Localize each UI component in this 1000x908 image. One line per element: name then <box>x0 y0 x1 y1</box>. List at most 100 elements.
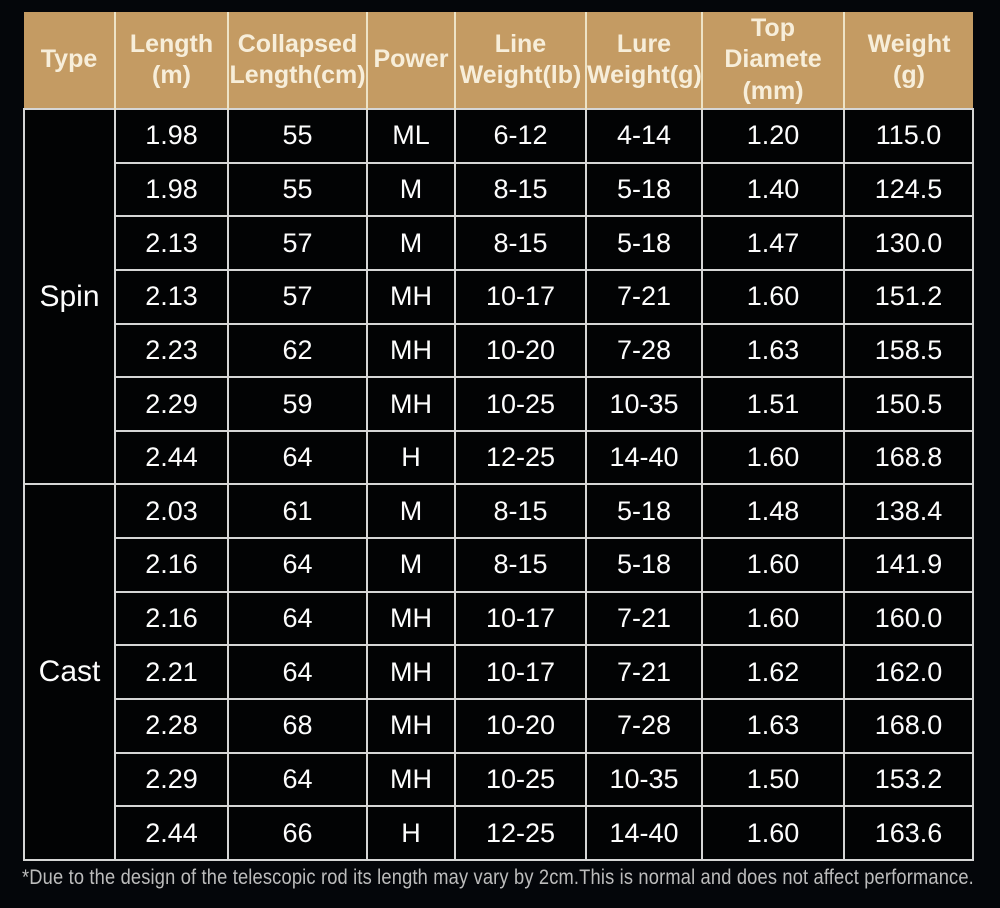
table-row: 2.23 62 MH 10-20 7-28 1.63 158.5 <box>24 322 974 379</box>
cell-weight: 168.0 <box>843 698 974 754</box>
table-row: 2.29 59 MH 10-25 10-35 1.51 150.5 <box>24 376 974 432</box>
cell-weight: 153.2 <box>843 751 974 808</box>
table-row: 2.21 64 MH 10-17 7-21 1.62 162.0 <box>24 644 974 701</box>
cell-lure-weight: 5-18 <box>585 483 703 540</box>
cell-weight: 168.8 <box>843 429 974 486</box>
cell-lure-weight: 7-21 <box>585 268 703 325</box>
col-header-weight: Weight (g) <box>844 12 973 109</box>
cell-top-diameter: 1.60 <box>701 268 845 325</box>
cell-collapsed: 57 <box>227 215 368 271</box>
cell-top-diameter: 1.47 <box>701 215 845 271</box>
cell-length: 2.44 <box>114 805 229 861</box>
cell-power: M <box>366 161 456 218</box>
cell-weight: 138.4 <box>843 483 974 540</box>
cell-length: 2.03 <box>114 483 229 540</box>
cell-length: 2.13 <box>114 268 229 325</box>
cell-top-diameter: 1.63 <box>701 322 845 379</box>
cell-collapsed: 64 <box>227 590 368 647</box>
cell-collapsed: 68 <box>227 698 368 754</box>
cell-top-diameter: 1.20 <box>701 108 845 164</box>
table-row: Spin 1.98 55 ML 6-12 4-14 1.20 115.0 <box>23 107 974 486</box>
header-row: Type Length (m) Collapsed Length(cm) Pow… <box>24 12 973 109</box>
cell-line-weight: 8-15 <box>454 161 587 218</box>
cell-lure-weight: 7-28 <box>585 322 703 379</box>
cell-collapsed: 64 <box>227 644 368 701</box>
cell-length: 2.29 <box>114 376 229 432</box>
table-row: 2.44 64 H 12-25 14-40 1.60 168.8 <box>24 429 974 486</box>
cell-power: M <box>366 215 456 271</box>
cell-top-diameter: 1.62 <box>701 644 845 701</box>
group-cell-spin: Spin <box>23 107 116 486</box>
cell-line-weight: 10-25 <box>454 751 587 808</box>
cell-lure-weight: 5-18 <box>585 537 703 593</box>
cell-line-weight: 12-25 <box>454 429 587 486</box>
cell-length: 2.16 <box>114 537 229 593</box>
table-row: 2.13 57 M 8-15 5-18 1.47 130.0 <box>24 215 974 271</box>
cell-power: H <box>366 805 456 861</box>
cell-top-diameter: 1.51 <box>701 376 845 432</box>
col-header-line-weight: Line Weight(lb) <box>455 12 587 109</box>
cell-collapsed: 59 <box>227 376 368 432</box>
cell-power: ML <box>366 108 456 164</box>
cell-lure-weight: 10-35 <box>585 376 703 432</box>
cell-collapsed: 64 <box>227 751 368 808</box>
col-header-power: Power <box>367 12 456 109</box>
cell-weight: 141.9 <box>843 537 974 593</box>
table-row: 2.28 68 MH 10-20 7-28 1.63 168.0 <box>24 698 974 754</box>
cell-power: M <box>366 537 456 593</box>
cell-top-diameter: 1.50 <box>701 751 845 808</box>
table-row: 2.16 64 M 8-15 5-18 1.60 141.9 <box>24 537 974 593</box>
cell-line-weight: 8-15 <box>454 483 587 540</box>
col-header-length: Length (m) <box>115 12 229 109</box>
cell-collapsed: 55 <box>227 108 368 164</box>
cell-lure-weight: 7-21 <box>585 590 703 647</box>
cell-top-diameter: 1.60 <box>701 590 845 647</box>
footnote: *Due to the design of the telescopic rod… <box>22 866 974 889</box>
group-cell-cast: Cast <box>23 483 116 861</box>
cell-power: MH <box>366 376 456 432</box>
col-header-lure-weight: Lure Weight(g) <box>586 12 703 109</box>
cell-length: 2.13 <box>114 215 229 271</box>
cell-weight: 163.6 <box>843 805 974 861</box>
cell-power: MH <box>366 751 456 808</box>
cell-top-diameter: 1.60 <box>701 537 845 593</box>
cell-weight: 115.0 <box>843 108 974 164</box>
cell-length: 2.23 <box>114 322 229 379</box>
cell-length: 2.16 <box>114 590 229 647</box>
cell-collapsed: 55 <box>227 161 368 218</box>
cell-lure-weight: 7-28 <box>585 698 703 754</box>
cell-lure-weight: 10-35 <box>585 751 703 808</box>
cell-lure-weight: 5-18 <box>585 215 703 271</box>
cell-line-weight: 10-20 <box>454 322 587 379</box>
spec-table: Type Length (m) Collapsed Length(cm) Pow… <box>23 12 974 861</box>
cell-top-diameter: 1.48 <box>701 483 845 540</box>
cell-top-diameter: 1.63 <box>701 698 845 754</box>
cell-length: 2.21 <box>114 644 229 701</box>
cell-line-weight: 8-15 <box>454 537 587 593</box>
cell-power: MH <box>366 698 456 754</box>
cell-line-weight: 10-25 <box>454 376 587 432</box>
cell-weight: 160.0 <box>843 590 974 647</box>
table-row: 2.16 64 MH 10-17 7-21 1.60 160.0 <box>24 590 974 647</box>
cell-length: 1.98 <box>114 161 229 218</box>
cell-lure-weight: 14-40 <box>585 429 703 486</box>
cell-weight: 158.5 <box>843 322 974 379</box>
cell-lure-weight: 4-14 <box>585 108 703 164</box>
cell-collapsed: 66 <box>227 805 368 861</box>
cell-line-weight: 8-15 <box>454 215 587 271</box>
cell-collapsed: 61 <box>227 483 368 540</box>
col-header-top-diameter: Top Diamete (mm) <box>702 12 845 109</box>
cell-collapsed: 62 <box>227 322 368 379</box>
cell-length: 2.44 <box>114 429 229 486</box>
cell-power: M <box>366 483 456 540</box>
cell-line-weight: 10-17 <box>454 590 587 647</box>
col-header-collapsed-length: Collapsed Length(cm) <box>228 12 368 109</box>
table-row: 2.29 64 MH 10-25 10-35 1.50 153.2 <box>24 751 974 808</box>
cell-collapsed: 64 <box>227 537 368 593</box>
cell-length: 2.28 <box>114 698 229 754</box>
cell-power: MH <box>366 590 456 647</box>
cell-lure-weight: 7-21 <box>585 644 703 701</box>
cell-power: MH <box>366 268 456 325</box>
cell-weight: 130.0 <box>843 215 974 271</box>
